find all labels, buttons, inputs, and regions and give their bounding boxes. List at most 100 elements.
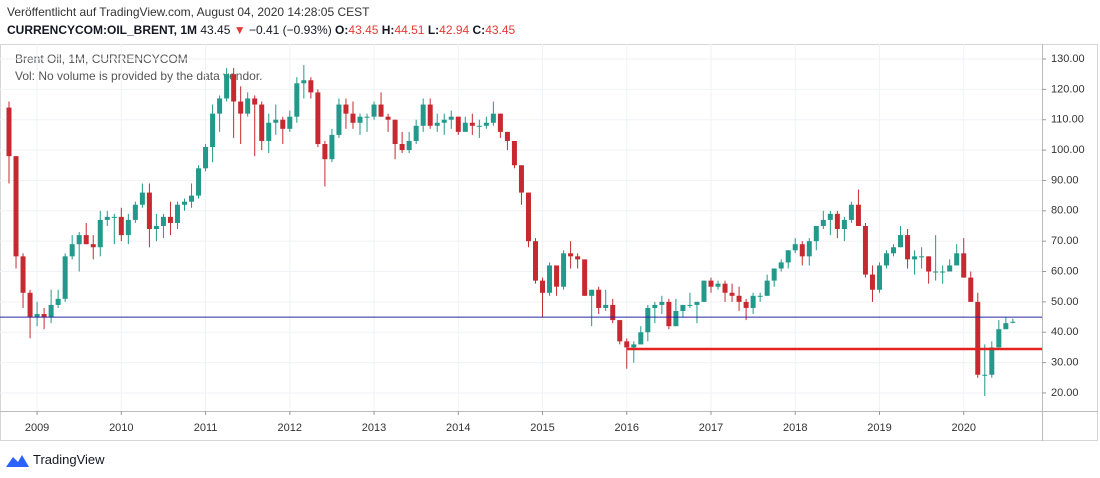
candle-body [806,241,812,257]
candle-body [561,253,567,287]
candle-body [631,344,637,348]
candle-body [568,253,574,257]
candle-body [427,104,433,126]
candle-body [196,168,202,196]
candle-body [392,119,398,145]
y-tick-label: 130.00 [1051,53,1085,65]
candle-body [876,265,882,290]
logo-shape [6,455,29,467]
candle-body [624,341,630,348]
last-price: 43.45 [200,23,231,37]
frame [0,44,1098,441]
candle-body [238,101,244,114]
y-tick-label: 60.00 [1051,265,1079,277]
candle-body [989,347,995,375]
x-tick-label: 2012 [278,422,302,434]
candle-body [364,116,370,118]
candle-body [582,259,588,296]
candle-body [912,256,918,260]
candle-body [301,80,307,84]
quote-line: CURRENCYCOM:OIL_BRENT, 1M 43.45 ▼ −0.41 … [7,21,515,39]
candle-body [940,271,946,273]
marks [6,65,1016,397]
open-label: O: [335,23,349,37]
y-tick-label: 70.00 [1051,235,1079,247]
candle-body [961,253,967,278]
change-arrow: ▼ [233,23,246,37]
candle-body [476,125,482,127]
header: Veröffentlicht auf TradingView.com, Augu… [7,3,515,39]
candle-body [125,219,131,236]
candle-body [673,310,679,327]
candle-body [722,283,728,293]
candle-body [954,253,960,266]
candle-body [792,244,798,251]
y-tick-label: 120.00 [1051,83,1085,95]
candle-body [511,140,517,166]
candle-body [525,192,531,242]
candle-body [139,192,145,205]
candle-body [83,235,89,245]
candle-body [497,113,503,132]
candle-body [610,304,616,321]
candle-body [420,104,426,126]
candle-body [378,104,384,117]
candle-body [729,292,735,296]
candle-body [680,304,686,311]
open-value: 43.45 [348,23,379,37]
candle-body [62,256,68,299]
candle-body [203,147,209,169]
candle-body [118,216,124,236]
candle-body [1010,321,1016,323]
candle-body [90,244,96,248]
candle-body [785,250,791,263]
candle-body [533,241,538,281]
candle-body [20,256,26,293]
candle-body [540,280,546,293]
candle-body [399,144,405,151]
candle-body [483,122,489,126]
candle-body [547,265,553,293]
x-tick-label: 2015 [530,422,554,434]
candle-body [462,122,468,132]
published: Veröffentlicht auf TradingView.com, Augu… [7,5,370,19]
candle-body [834,213,840,230]
candle-body [385,116,391,120]
candle-body [919,256,925,258]
candle-body [715,283,721,287]
candle-body [771,268,777,281]
candle-body [266,122,272,141]
candle-body [659,301,665,305]
candle-body [855,204,861,226]
candle-body [757,295,763,297]
x-tick-label: 2019 [867,422,891,434]
candle-body [841,219,847,230]
candle-body [617,320,623,342]
candle-body [245,98,251,114]
y-tick-label: 110.00 [1051,114,1084,126]
candle-body [308,80,314,93]
y-tick-label: 30.00 [1051,357,1079,369]
candle-body [743,301,749,308]
candle-body [982,374,988,376]
candle-body [97,219,103,248]
candle-body [687,304,693,306]
candle-body [27,292,33,318]
candle-body [778,262,784,269]
low-value: 42.94 [439,23,470,37]
candle-body [518,165,524,193]
candle-body [469,122,475,126]
candle-body [224,74,230,99]
candle-body [357,116,363,123]
candle-body [153,225,159,230]
y-tick-label: 20.00 [1051,387,1079,399]
low-label: L: [427,23,440,37]
change: −0.41 (−0.93%) [248,23,332,37]
y-tick-label: 90.00 [1051,174,1079,186]
candle-body [603,304,609,308]
candle-body [104,216,110,220]
candle-body [34,314,40,318]
candle-body [694,301,700,305]
candle-body [947,265,953,272]
symbol: CURRENCYCOM:OIL_BRENT, 1M [7,23,198,37]
